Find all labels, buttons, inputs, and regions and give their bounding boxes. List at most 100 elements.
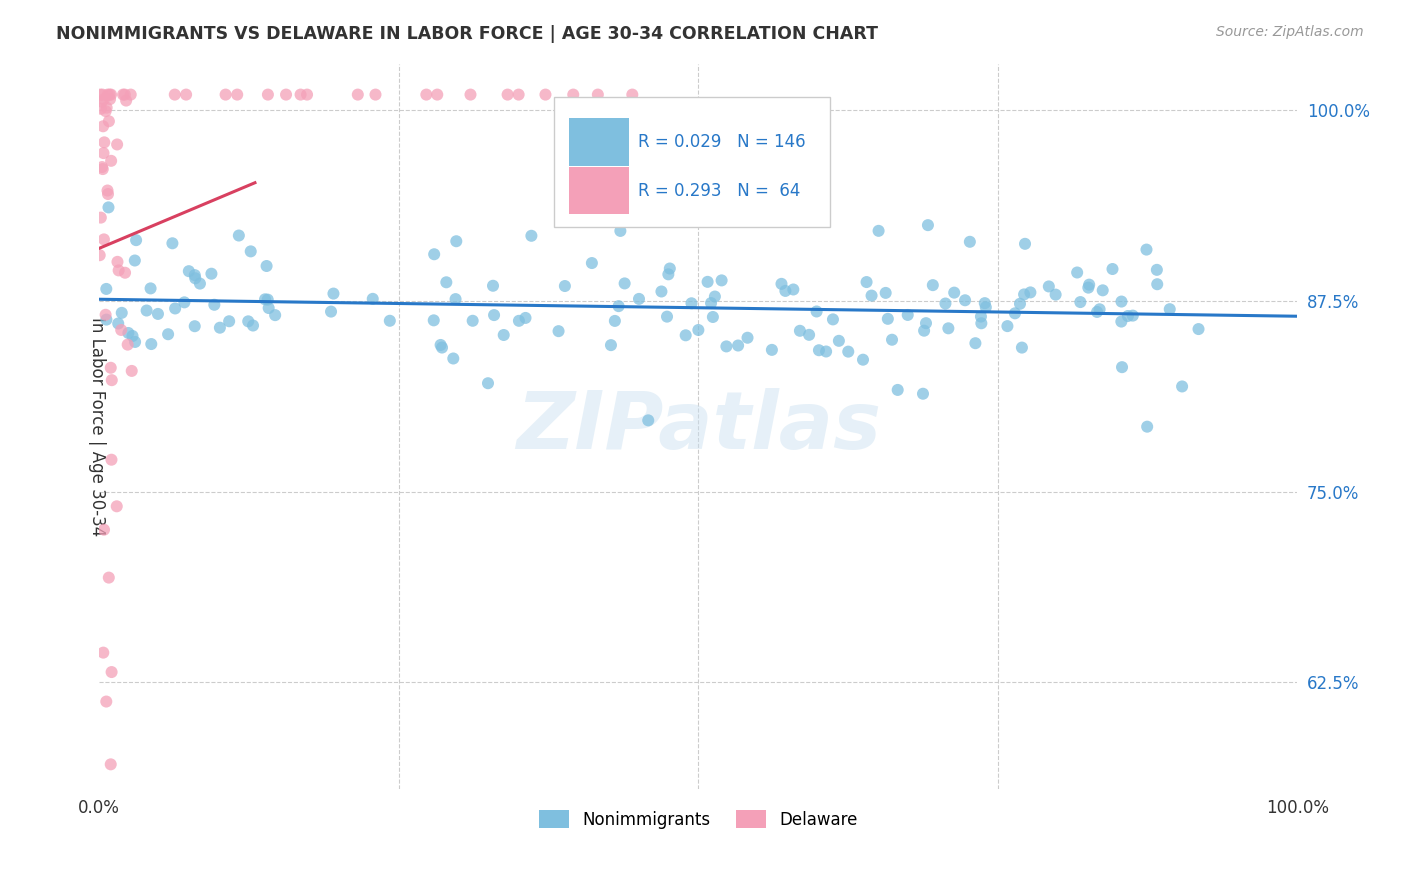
Point bbox=[1187, 322, 1209, 336]
Point bbox=[322, 286, 344, 301]
Point bbox=[117, 337, 139, 351]
Point bbox=[1085, 305, 1108, 319]
Point bbox=[238, 314, 260, 328]
Point bbox=[96, 312, 118, 326]
Point bbox=[860, 288, 883, 302]
Point bbox=[90, 211, 112, 225]
Point bbox=[125, 233, 148, 247]
Point bbox=[627, 292, 650, 306]
Point bbox=[100, 153, 122, 168]
Point bbox=[586, 87, 609, 102]
Point bbox=[770, 277, 793, 291]
Point bbox=[97, 571, 120, 585]
Point bbox=[91, 162, 114, 177]
Point bbox=[94, 308, 117, 322]
Point bbox=[165, 301, 187, 316]
Point bbox=[264, 308, 287, 322]
Point bbox=[423, 247, 446, 261]
Point bbox=[1008, 297, 1031, 311]
Point bbox=[93, 523, 115, 537]
Point bbox=[1014, 236, 1036, 251]
FancyBboxPatch shape bbox=[569, 119, 628, 166]
Point bbox=[100, 373, 122, 387]
Point bbox=[111, 306, 134, 320]
Point bbox=[112, 87, 135, 102]
Point bbox=[921, 278, 943, 293]
Point bbox=[91, 87, 114, 102]
Point bbox=[162, 236, 184, 251]
Point bbox=[534, 87, 557, 102]
Point bbox=[876, 311, 898, 326]
Point bbox=[460, 87, 482, 102]
Point bbox=[837, 344, 859, 359]
Point bbox=[953, 293, 976, 308]
Point bbox=[110, 323, 132, 337]
Point bbox=[93, 136, 115, 150]
Point bbox=[1078, 277, 1101, 292]
Point bbox=[613, 277, 636, 291]
Point bbox=[650, 285, 672, 299]
Point bbox=[200, 267, 222, 281]
Point bbox=[658, 261, 681, 276]
Point bbox=[446, 234, 468, 248]
FancyBboxPatch shape bbox=[554, 96, 830, 227]
Point bbox=[444, 292, 467, 306]
Point bbox=[96, 101, 118, 115]
Point bbox=[274, 87, 297, 102]
Point bbox=[915, 316, 938, 330]
Point bbox=[828, 334, 851, 348]
Point bbox=[1111, 360, 1133, 375]
Point bbox=[90, 102, 112, 116]
Point bbox=[100, 757, 122, 772]
Point bbox=[737, 331, 759, 345]
Point bbox=[120, 87, 142, 102]
Point bbox=[917, 218, 939, 232]
Point bbox=[94, 104, 117, 119]
Point bbox=[943, 285, 966, 300]
Point bbox=[378, 314, 401, 328]
Point bbox=[482, 308, 505, 322]
Point bbox=[912, 324, 935, 338]
Point bbox=[681, 296, 703, 310]
Point bbox=[226, 87, 249, 102]
Point bbox=[361, 292, 384, 306]
Point bbox=[696, 275, 718, 289]
Point bbox=[174, 87, 197, 102]
Point bbox=[254, 293, 277, 307]
Point bbox=[703, 289, 725, 303]
Point bbox=[1111, 294, 1133, 309]
Point bbox=[429, 338, 451, 352]
Point bbox=[609, 224, 631, 238]
Point bbox=[218, 314, 240, 328]
Point bbox=[257, 301, 280, 315]
Point bbox=[1011, 341, 1033, 355]
Point bbox=[934, 296, 956, 310]
Point bbox=[100, 360, 122, 375]
Point bbox=[98, 87, 121, 102]
Point bbox=[214, 87, 236, 102]
Point bbox=[482, 278, 505, 293]
Point bbox=[228, 228, 250, 243]
Point bbox=[1135, 243, 1157, 257]
Point bbox=[1045, 287, 1067, 301]
Point bbox=[1101, 262, 1123, 277]
Point bbox=[806, 304, 828, 318]
Point bbox=[91, 120, 114, 134]
Point bbox=[1004, 306, 1026, 320]
Text: Source: ZipAtlas.com: Source: ZipAtlas.com bbox=[1216, 25, 1364, 39]
Point bbox=[782, 283, 804, 297]
Point bbox=[821, 312, 844, 326]
Point bbox=[515, 310, 537, 325]
Point bbox=[815, 344, 838, 359]
Y-axis label: In Labor Force | Age 30-34: In Labor Force | Age 30-34 bbox=[89, 317, 105, 536]
Point bbox=[997, 319, 1019, 334]
Point bbox=[295, 87, 318, 102]
Point bbox=[115, 94, 138, 108]
Point bbox=[938, 321, 960, 335]
Point bbox=[607, 299, 630, 313]
Point bbox=[508, 314, 530, 328]
Point bbox=[183, 319, 205, 334]
Point bbox=[242, 318, 264, 333]
Point bbox=[973, 296, 995, 310]
Point bbox=[688, 323, 710, 337]
